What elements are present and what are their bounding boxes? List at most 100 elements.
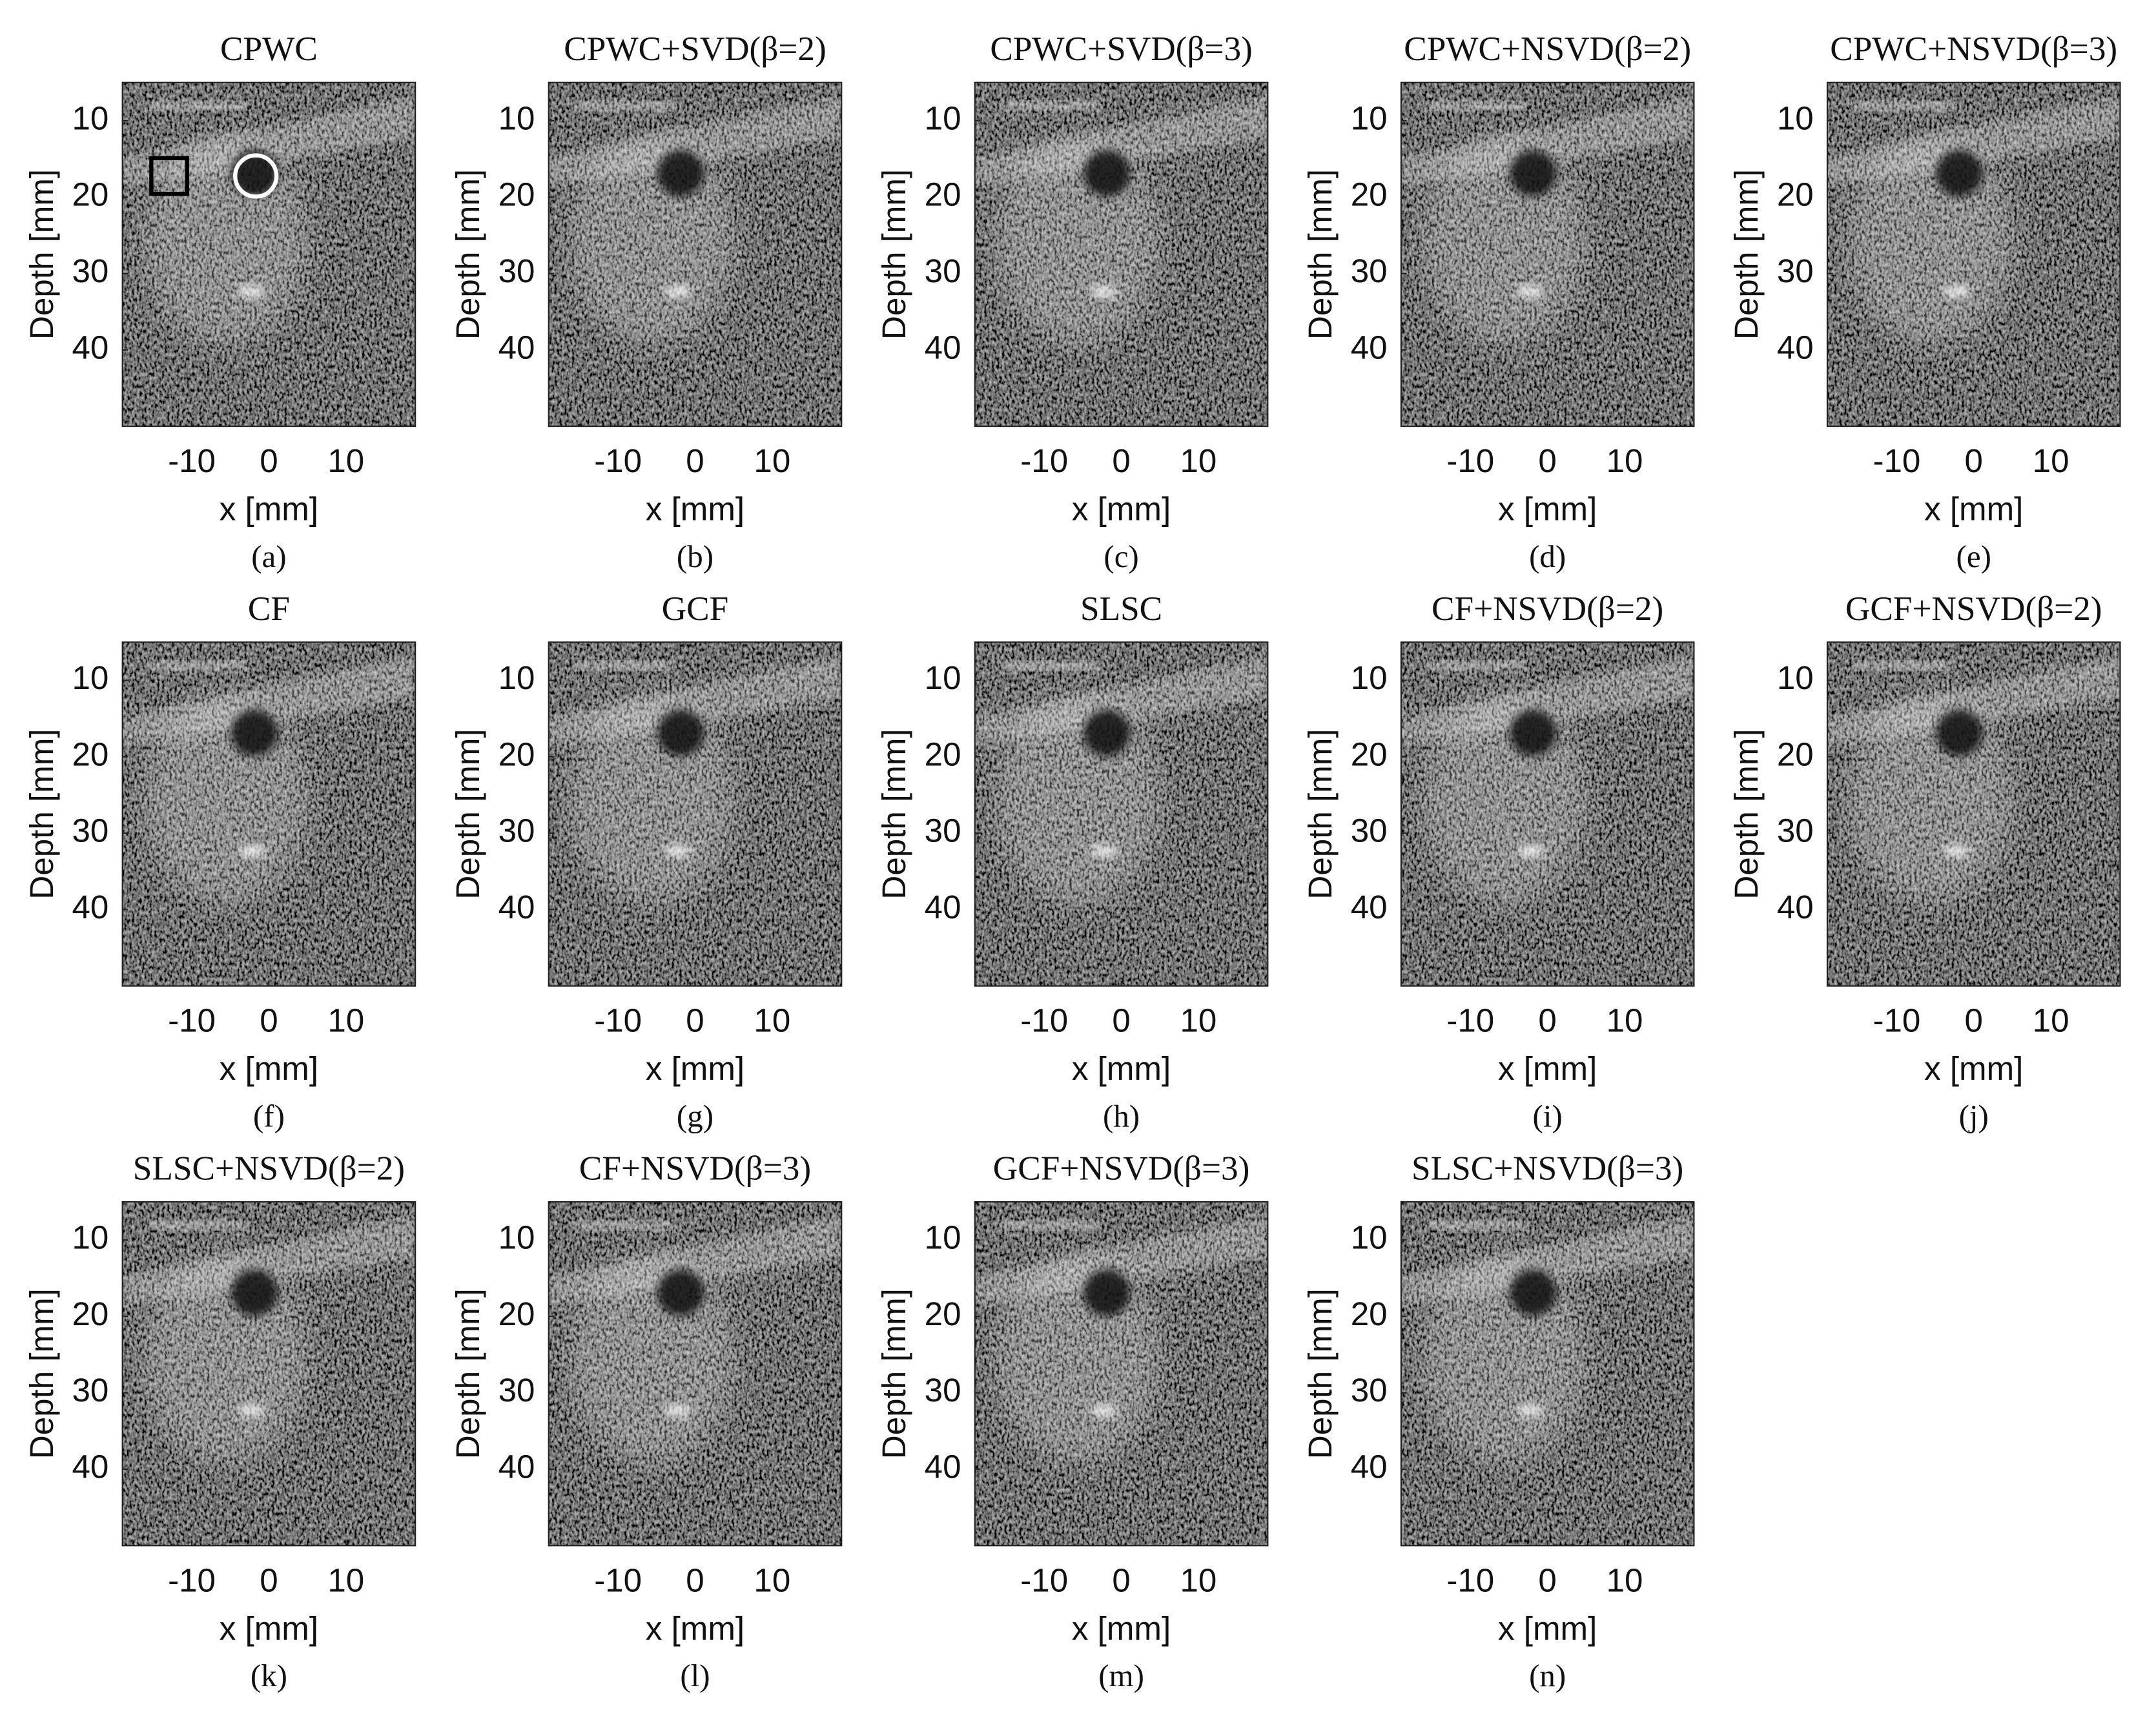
- ultrasound-image: [548, 1201, 842, 1546]
- skin-line: [150, 663, 247, 668]
- x-tick-label: 0: [1538, 442, 1556, 479]
- x-tick-label: 0: [1112, 1002, 1130, 1039]
- y-axis-label: Depth [mm]: [876, 729, 912, 900]
- panel-caption: (h): [1103, 1098, 1140, 1133]
- x-tick-label: -10: [1020, 442, 1068, 479]
- upper-layer: [1827, 655, 2120, 746]
- cyst: [1936, 150, 1983, 197]
- panel-caption: (a): [251, 539, 286, 574]
- x-tick-label: 0: [686, 1562, 704, 1598]
- x-axis-label: x [mm]: [1924, 1050, 2023, 1087]
- y-tick-label: 30: [1351, 253, 1388, 289]
- upper-layer: [548, 96, 842, 186]
- ultrasound-image: [122, 642, 416, 986]
- panel-title: SLSC: [1080, 590, 1162, 628]
- upper-layer: [974, 96, 1268, 186]
- y-tick-label: 40: [72, 329, 109, 366]
- panel-caption: (l): [680, 1658, 710, 1693]
- panel: SLSC+NSVD(β=2) -10 0 10 10 20 30 40 x [mm] Depth …: [23, 1149, 416, 1693]
- cyst: [1083, 1269, 1131, 1316]
- x-tick-label: 10: [754, 442, 790, 479]
- panel: CPWC+SVD(β=3) -10 0 10 10 20 30 40 x [mm] Depth […: [876, 30, 1269, 574]
- upper-layer: [1401, 96, 1694, 186]
- y-tick-label: 10: [925, 1219, 961, 1256]
- skin-line: [1854, 663, 1951, 668]
- x-tick-label: 0: [1538, 1002, 1556, 1039]
- skin-line: [576, 663, 673, 668]
- y-tick-label: 20: [925, 736, 961, 772]
- cyst: [657, 709, 704, 757]
- bright-spot: [1090, 1405, 1118, 1417]
- y-tick-label: 40: [498, 1449, 535, 1485]
- x-tick-label: 0: [1538, 1562, 1556, 1598]
- cyst: [657, 150, 704, 197]
- panel-title: CPWC: [220, 30, 318, 68]
- panel-caption: (i): [1533, 1098, 1563, 1133]
- y-tick-label: 10: [1777, 99, 1814, 136]
- x-tick-label: 10: [327, 1562, 364, 1598]
- x-tick-label: -10: [168, 1002, 216, 1039]
- panel-title: SLSC+NSVD(β=2): [133, 1149, 405, 1187]
- x-tick-label: 0: [1965, 442, 1983, 479]
- bright-spot: [1516, 285, 1545, 297]
- y-tick-label: 30: [1351, 1372, 1388, 1408]
- panel-caption: (m): [1098, 1658, 1144, 1693]
- y-axis-label: Depth [mm]: [449, 1288, 486, 1459]
- skin-line: [1002, 1222, 1099, 1228]
- upper-layer: [122, 655, 416, 746]
- ultrasound-image: [974, 82, 1268, 427]
- roi-circle: [233, 153, 279, 199]
- y-tick-label: 40: [925, 889, 961, 925]
- cyst: [1083, 150, 1131, 197]
- y-tick-label: 20: [498, 176, 535, 213]
- panel-title: CPWC+NSVD(β=3): [1830, 30, 2117, 68]
- ultrasound-image: [1827, 82, 2120, 427]
- upper-layer: [122, 96, 416, 186]
- panel: SLSC -10 0 10 10 20 30 40 x [mm] Depth [mm] (h): [876, 590, 1269, 1133]
- y-tick-label: 10: [1351, 99, 1388, 136]
- x-axis-label: x [mm]: [220, 1050, 318, 1087]
- y-tick-label: 10: [72, 99, 109, 136]
- y-tick-label: 10: [72, 659, 109, 696]
- y-tick-label: 40: [1351, 1449, 1388, 1485]
- cyst: [231, 1269, 278, 1316]
- panel-caption: (k): [251, 1658, 287, 1693]
- upper-layer: [974, 655, 1268, 746]
- x-tick-label: -10: [594, 442, 642, 479]
- x-tick-label: -10: [168, 442, 216, 479]
- y-tick-label: 10: [498, 1219, 535, 1256]
- skin-line: [1428, 1222, 1525, 1228]
- y-tick-label: 30: [1351, 812, 1388, 849]
- x-axis-label: x [mm]: [1498, 491, 1597, 528]
- y-tick-label: 40: [72, 1449, 109, 1485]
- panel-title: CF+NSVD(β=2): [1432, 590, 1663, 628]
- y-tick-label: 30: [498, 253, 535, 289]
- skin-line: [1002, 663, 1099, 668]
- x-tick-label: 10: [754, 1562, 790, 1598]
- y-tick-label: 30: [72, 812, 109, 849]
- panel: CPWC+NSVD(β=2) -10 0 10 10 20 30 40 x [mm] Depth …: [1302, 30, 1695, 574]
- x-axis-label: x [mm]: [1498, 1610, 1597, 1647]
- panel-title: CF+NSVD(β=3): [579, 1149, 811, 1187]
- x-axis-label: x [mm]: [646, 1050, 744, 1087]
- y-tick-label: 40: [72, 889, 109, 925]
- y-tick-label: 40: [498, 889, 535, 925]
- x-tick-label: 10: [1607, 1002, 1643, 1039]
- panel-title: CPWC+NSVD(β=2): [1404, 30, 1691, 68]
- bright-spot: [1942, 845, 1971, 857]
- x-tick-label: -10: [1020, 1562, 1068, 1598]
- x-tick-label: -10: [1446, 1002, 1494, 1039]
- x-tick-label: 0: [1965, 1002, 1983, 1039]
- y-tick-label: 30: [498, 1372, 535, 1408]
- ultrasound-image: [1401, 642, 1694, 986]
- y-tick-label: 30: [72, 1372, 109, 1408]
- x-tick-label: -10: [1020, 1002, 1068, 1039]
- y-axis-label: Depth [mm]: [23, 729, 60, 900]
- y-tick-label: 30: [925, 1372, 961, 1408]
- upper-layer: [974, 1215, 1268, 1305]
- panel-caption: (e): [1956, 539, 1991, 574]
- ultrasound-image: [548, 82, 842, 427]
- x-tick-label: 10: [754, 1002, 790, 1039]
